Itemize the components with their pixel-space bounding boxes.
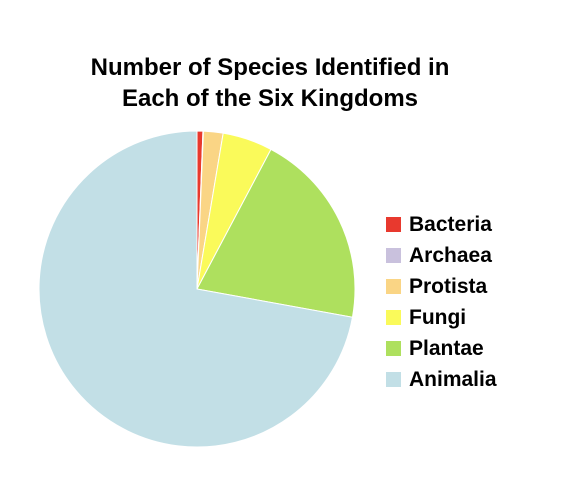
- legend-item-plantae: Plantae: [386, 333, 497, 364]
- legend-item-animalia: Animalia: [386, 364, 497, 395]
- legend-item-fungi: Fungi: [386, 302, 497, 333]
- legend-label-fungi: Fungi: [409, 305, 467, 329]
- legend-label-bacteria: Bacteria: [409, 212, 492, 236]
- legend-swatch-plantae: [386, 341, 401, 356]
- legend-swatch-archaea: [386, 248, 401, 263]
- legend-item-archaea: Archaea: [386, 240, 497, 271]
- legend-swatch-protista: [386, 279, 401, 294]
- legend-label-animalia: Animalia: [409, 367, 497, 391]
- pie-slice-animalia: [38, 130, 354, 448]
- legend-item-bacteria: Bacteria: [386, 209, 497, 240]
- legend-label-archaea: Archaea: [409, 243, 492, 267]
- legend-swatch-bacteria: [386, 217, 401, 232]
- legend-item-protista: Protista: [386, 271, 497, 302]
- pie-slice-plantae: [196, 148, 356, 318]
- legend-swatch-animalia: [386, 372, 401, 387]
- legend-label-plantae: Plantae: [409, 336, 484, 360]
- legend-swatch-fungi: [386, 310, 401, 325]
- legend-label-protista: Protista: [409, 274, 488, 298]
- chart-legend: Bacteria Archaea Protista Fungi Plantae …: [386, 209, 497, 395]
- chart-title: Number of Species Identified in Each of …: [90, 54, 450, 112]
